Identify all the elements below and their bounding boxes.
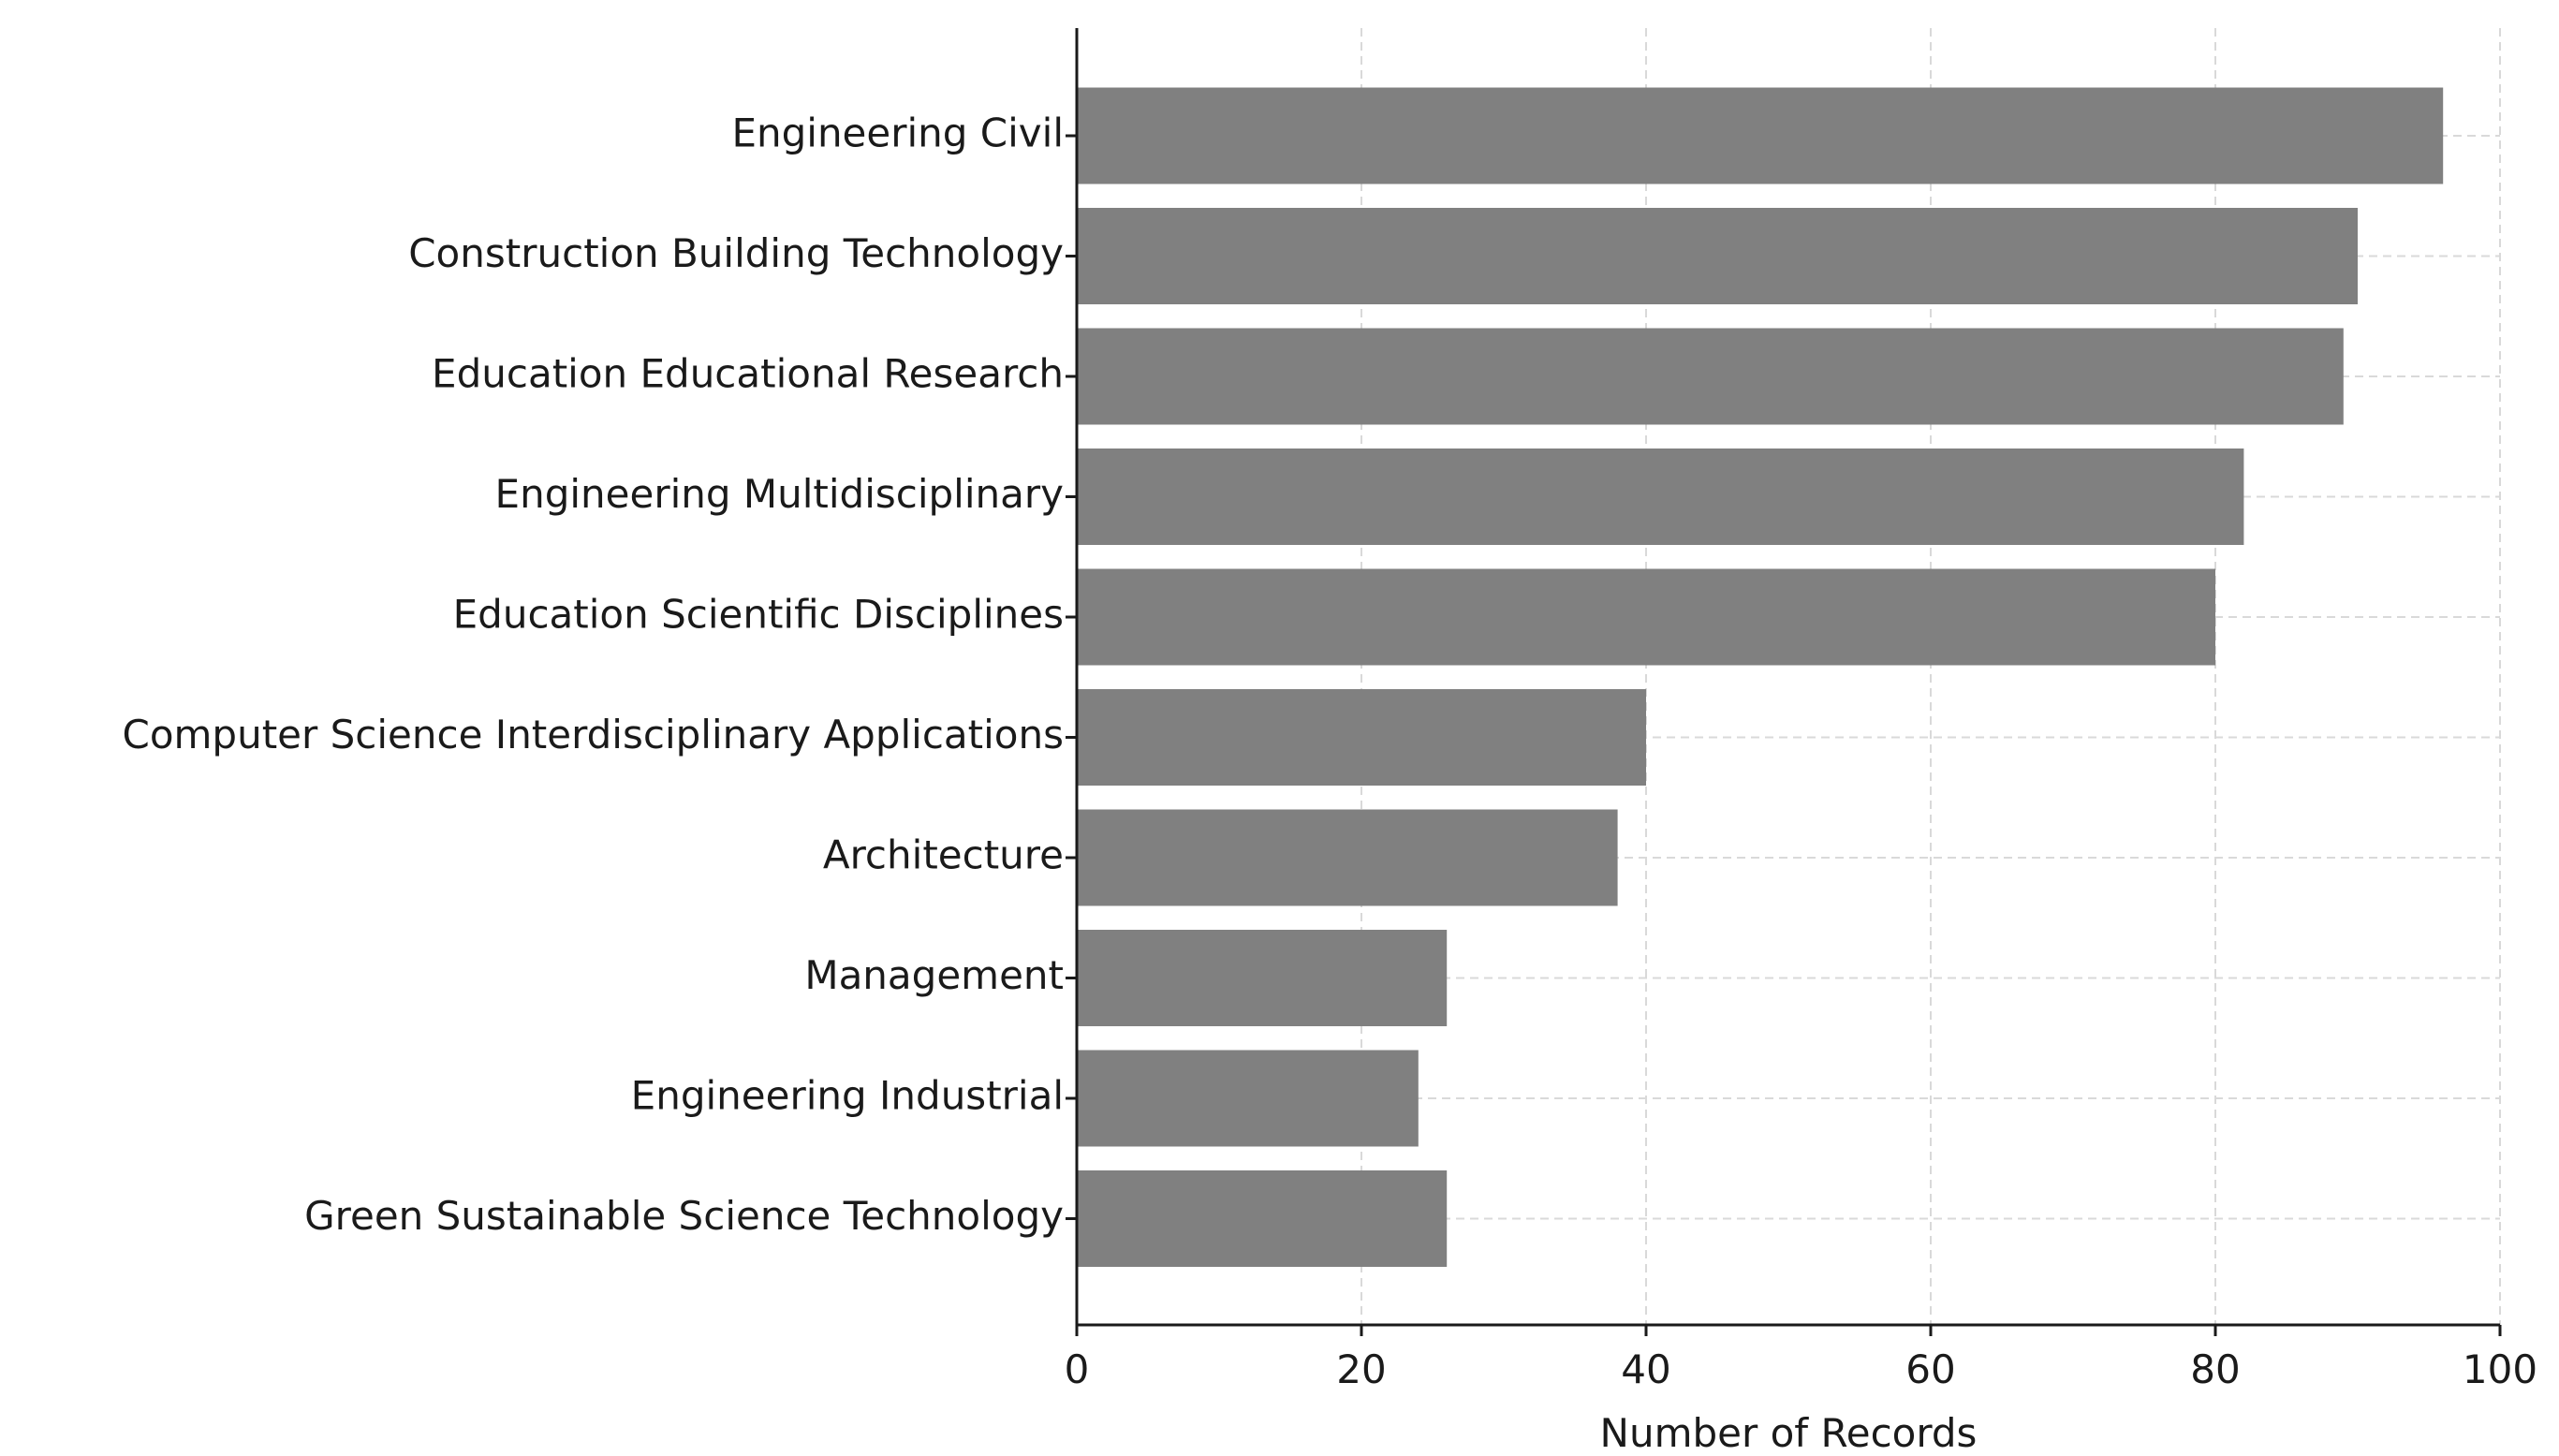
x-tick-label: 80 <box>2190 1346 2240 1392</box>
category-label: Engineering Industrial <box>631 1073 1064 1119</box>
category-label: Green Sustainable Science Technology <box>304 1193 1064 1239</box>
category-label: Management <box>804 952 1064 998</box>
x-tick-label: 40 <box>1621 1346 1670 1392</box>
x-axis-title: Number of Records <box>1600 1410 1978 1456</box>
bar <box>1077 930 1448 1026</box>
bar <box>1077 568 2215 666</box>
bar <box>1077 809 1618 906</box>
bar <box>1077 87 2444 184</box>
category-label: Education Educational Research <box>432 351 1064 397</box>
category-label: Construction Building Technology <box>408 230 1064 276</box>
x-tick-label: 100 <box>2463 1346 2537 1392</box>
bar <box>1077 208 2358 304</box>
x-tick-label: 0 <box>1065 1346 1090 1392</box>
bar <box>1077 328 2344 425</box>
category-label: Computer Science Interdisciplinary Appli… <box>123 712 1065 757</box>
bars <box>1077 87 2444 1267</box>
bar <box>1077 1170 1448 1267</box>
category-label: Education Scientific Disciplines <box>453 592 1064 638</box>
x-tick-label: 20 <box>1336 1346 1386 1392</box>
x-tick-labels: 0 20 40 60 80 100 <box>1065 1346 2537 1392</box>
category-label: Architecture <box>823 832 1064 878</box>
x-tick-label: 60 <box>1905 1346 1955 1392</box>
category-label: Engineering Multidisciplinary <box>495 471 1064 517</box>
axes <box>1066 28 2502 1336</box>
bar <box>1077 689 1646 786</box>
category-labels: Engineering Civil Construction Building T… <box>123 110 1065 1240</box>
bar <box>1077 1050 1419 1147</box>
category-label: Engineering Civil <box>731 110 1064 156</box>
bar <box>1077 449 2244 545</box>
